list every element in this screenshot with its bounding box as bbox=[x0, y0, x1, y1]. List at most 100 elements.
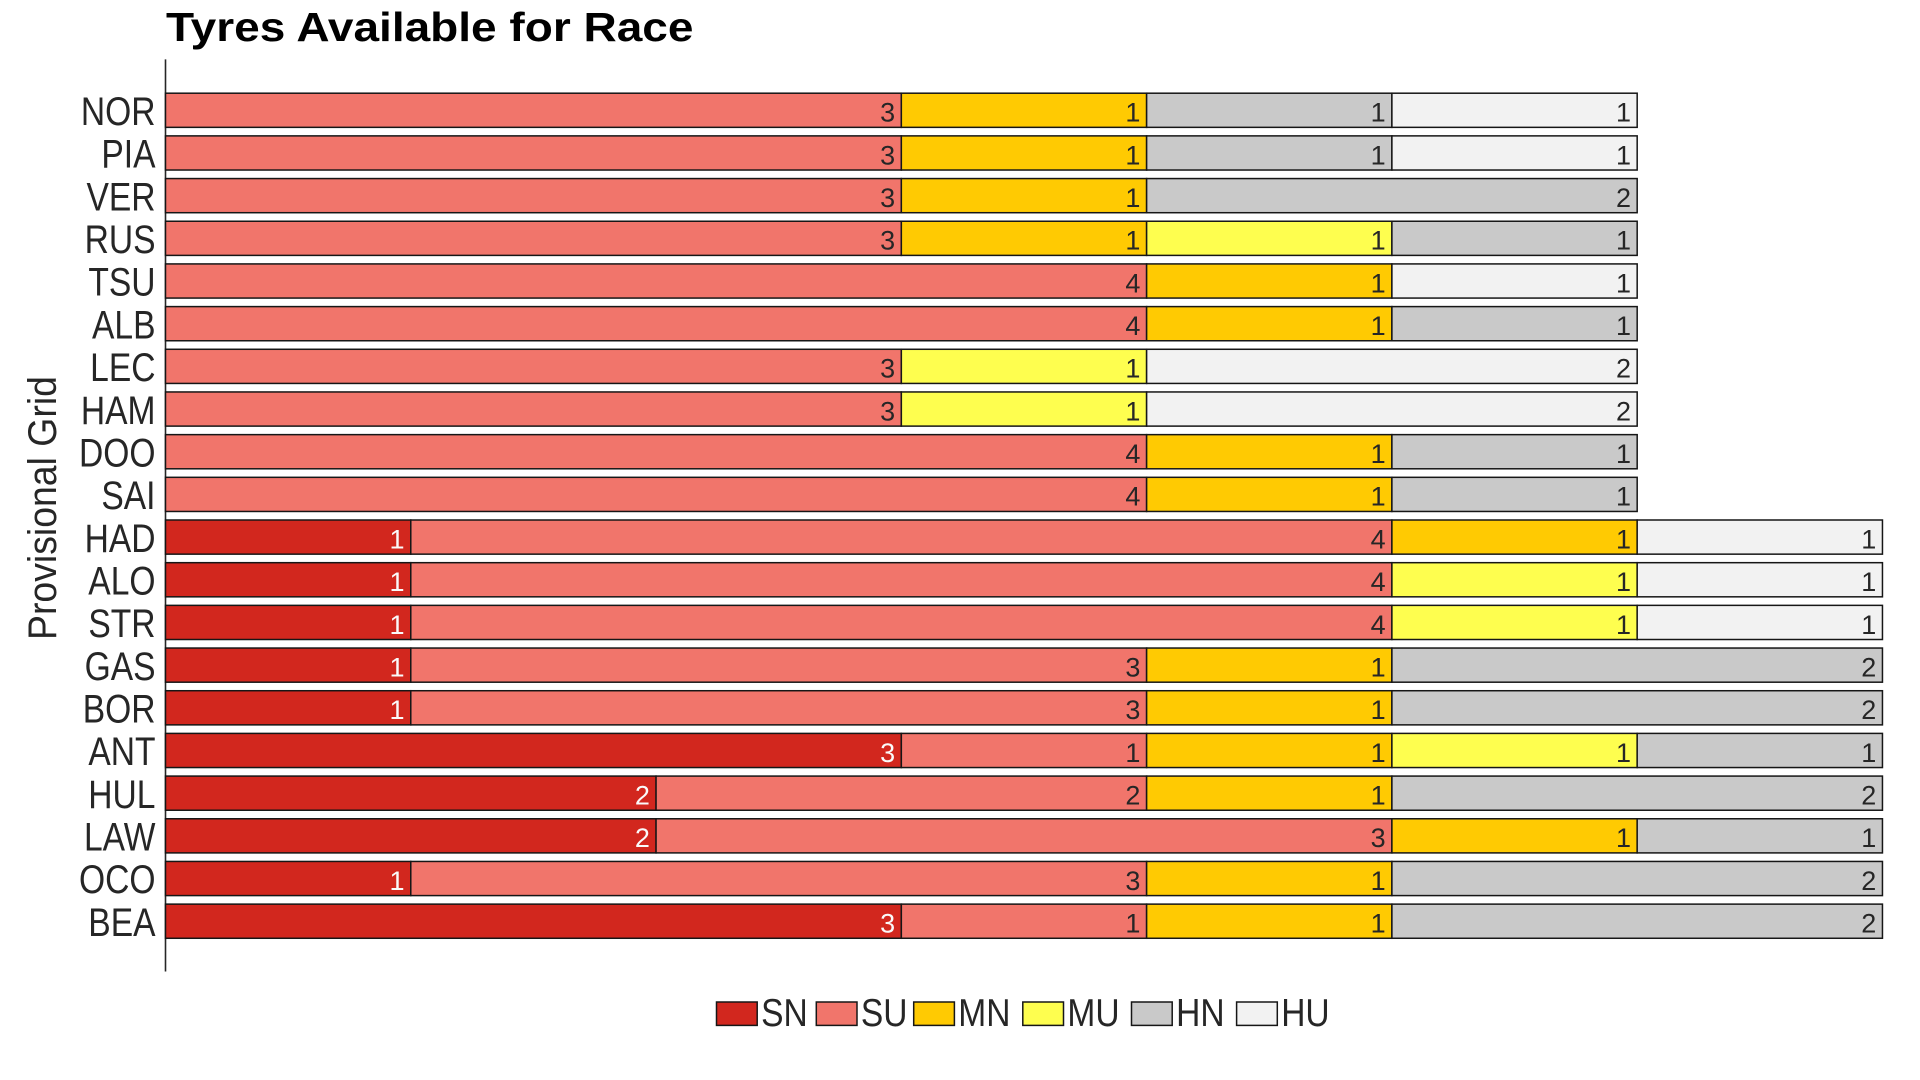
svg-text:HUL: HUL bbox=[88, 772, 155, 816]
svg-text:1: 1 bbox=[1125, 909, 1140, 939]
svg-text:Tyres Available for Race: Tyres Available for Race bbox=[166, 5, 693, 50]
svg-text:1: 1 bbox=[1125, 738, 1140, 768]
svg-text:BOR: BOR bbox=[83, 687, 156, 731]
svg-text:3: 3 bbox=[1125, 866, 1140, 896]
svg-text:1: 1 bbox=[1371, 226, 1386, 256]
svg-text:1: 1 bbox=[390, 652, 405, 682]
svg-text:1: 1 bbox=[1125, 396, 1140, 426]
svg-text:3: 3 bbox=[880, 98, 895, 128]
svg-text:1: 1 bbox=[1125, 226, 1140, 256]
svg-text:2: 2 bbox=[1861, 780, 1876, 810]
svg-text:1: 1 bbox=[1371, 482, 1386, 512]
svg-text:3: 3 bbox=[880, 909, 895, 939]
svg-text:1: 1 bbox=[1616, 268, 1631, 298]
svg-text:1: 1 bbox=[390, 524, 405, 554]
svg-text:4: 4 bbox=[1125, 482, 1140, 512]
svg-text:3: 3 bbox=[880, 140, 895, 170]
svg-text:1: 1 bbox=[1616, 226, 1631, 256]
svg-text:3: 3 bbox=[880, 738, 895, 768]
svg-text:1: 1 bbox=[1371, 311, 1386, 341]
svg-text:SU: SU bbox=[861, 991, 908, 1035]
svg-text:4: 4 bbox=[1371, 524, 1386, 554]
svg-text:Provisional Grid: Provisional Grid bbox=[21, 376, 65, 640]
svg-text:1: 1 bbox=[1861, 567, 1876, 597]
svg-text:NOR: NOR bbox=[81, 89, 156, 133]
svg-text:GAS: GAS bbox=[85, 644, 156, 688]
svg-text:TSU: TSU bbox=[88, 260, 155, 304]
svg-text:3: 3 bbox=[880, 396, 895, 426]
svg-text:4: 4 bbox=[1125, 311, 1140, 341]
svg-text:1: 1 bbox=[1371, 695, 1386, 725]
svg-text:BEA: BEA bbox=[88, 900, 156, 944]
svg-text:1: 1 bbox=[1861, 823, 1876, 853]
svg-text:1: 1 bbox=[1371, 866, 1386, 896]
svg-text:SAI: SAI bbox=[101, 473, 155, 517]
svg-text:OCO: OCO bbox=[79, 857, 156, 901]
svg-text:HAM: HAM bbox=[81, 388, 156, 432]
svg-text:3: 3 bbox=[880, 354, 895, 384]
svg-text:LEC: LEC bbox=[90, 345, 155, 389]
svg-text:1: 1 bbox=[1616, 140, 1631, 170]
svg-text:PIA: PIA bbox=[101, 132, 155, 176]
svg-text:VER: VER bbox=[86, 175, 155, 219]
svg-text:1: 1 bbox=[1616, 439, 1631, 469]
svg-text:HAD: HAD bbox=[85, 516, 156, 560]
svg-text:1: 1 bbox=[1125, 354, 1140, 384]
svg-text:2: 2 bbox=[1616, 396, 1631, 426]
svg-text:1: 1 bbox=[1125, 140, 1140, 170]
svg-text:1: 1 bbox=[1616, 823, 1631, 853]
svg-text:2: 2 bbox=[1125, 780, 1140, 810]
svg-text:1: 1 bbox=[1616, 524, 1631, 554]
svg-text:1: 1 bbox=[1861, 738, 1876, 768]
svg-text:1: 1 bbox=[1616, 610, 1631, 640]
svg-text:1: 1 bbox=[390, 610, 405, 640]
svg-text:1: 1 bbox=[1616, 567, 1631, 597]
svg-text:1: 1 bbox=[1616, 311, 1631, 341]
svg-text:1: 1 bbox=[1371, 738, 1386, 768]
svg-text:3: 3 bbox=[1371, 823, 1386, 853]
svg-text:3: 3 bbox=[1125, 695, 1140, 725]
svg-text:1: 1 bbox=[1125, 183, 1140, 213]
svg-text:1: 1 bbox=[1371, 140, 1386, 170]
svg-text:2: 2 bbox=[1616, 354, 1631, 384]
svg-text:3: 3 bbox=[1125, 652, 1140, 682]
svg-text:1: 1 bbox=[1371, 909, 1386, 939]
svg-text:ALO: ALO bbox=[88, 559, 155, 603]
svg-text:2: 2 bbox=[1861, 909, 1876, 939]
svg-text:1: 1 bbox=[1371, 780, 1386, 810]
svg-text:1: 1 bbox=[390, 695, 405, 725]
svg-text:SN: SN bbox=[761, 991, 808, 1035]
svg-text:MU: MU bbox=[1067, 991, 1119, 1035]
svg-text:2: 2 bbox=[1861, 652, 1876, 682]
svg-text:2: 2 bbox=[1616, 183, 1631, 213]
svg-text:2: 2 bbox=[1861, 695, 1876, 725]
svg-text:LAW: LAW bbox=[84, 815, 156, 859]
svg-text:MN: MN bbox=[958, 991, 1010, 1035]
svg-text:ALB: ALB bbox=[92, 303, 155, 347]
svg-text:RUS: RUS bbox=[85, 217, 156, 261]
svg-text:1: 1 bbox=[1616, 738, 1631, 768]
svg-text:1: 1 bbox=[1371, 652, 1386, 682]
svg-text:DOO: DOO bbox=[79, 431, 156, 475]
svg-text:1: 1 bbox=[1371, 98, 1386, 128]
svg-text:1: 1 bbox=[1861, 610, 1876, 640]
svg-text:1: 1 bbox=[390, 866, 405, 896]
svg-text:2: 2 bbox=[635, 823, 650, 853]
svg-text:3: 3 bbox=[880, 183, 895, 213]
svg-text:3: 3 bbox=[880, 226, 895, 256]
svg-text:1: 1 bbox=[1861, 524, 1876, 554]
svg-text:HN: HN bbox=[1176, 991, 1224, 1035]
svg-text:HU: HU bbox=[1281, 991, 1329, 1035]
svg-text:1: 1 bbox=[1616, 98, 1631, 128]
svg-text:4: 4 bbox=[1371, 610, 1386, 640]
svg-text:1: 1 bbox=[1371, 268, 1386, 298]
svg-text:STR: STR bbox=[88, 601, 155, 645]
svg-text:1: 1 bbox=[1616, 482, 1631, 512]
svg-text:1: 1 bbox=[1125, 98, 1140, 128]
svg-text:1: 1 bbox=[390, 567, 405, 597]
svg-text:4: 4 bbox=[1125, 439, 1140, 469]
svg-text:ANT: ANT bbox=[88, 729, 155, 773]
svg-text:4: 4 bbox=[1371, 567, 1386, 597]
svg-text:2: 2 bbox=[1861, 866, 1876, 896]
svg-text:4: 4 bbox=[1125, 268, 1140, 298]
